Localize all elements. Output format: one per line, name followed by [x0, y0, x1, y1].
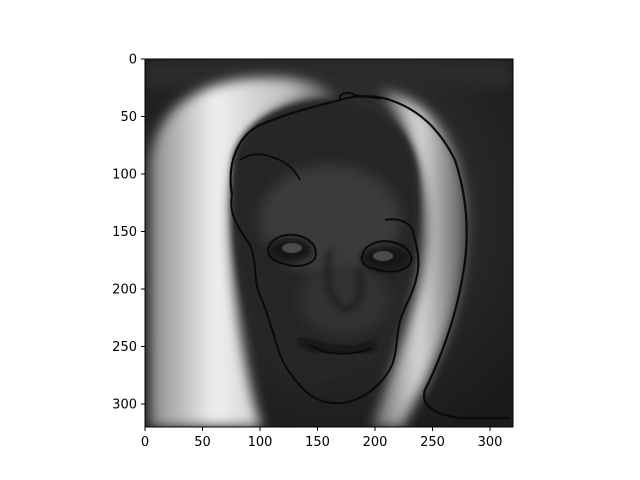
axes-frame	[144, 58, 514, 428]
x-tick-label: 200	[363, 435, 388, 450]
y-tick-label: 0	[129, 53, 137, 68]
y-tick-label: 200	[112, 283, 137, 298]
y-axis: 0 50 100 150 200 250 300	[112, 53, 145, 413]
x-tick-label: 0	[141, 435, 149, 450]
x-tick-label: 50	[194, 435, 211, 450]
y-tick-label: 300	[112, 398, 137, 413]
x-tick-label: 250	[420, 435, 445, 450]
heatmap-image	[145, 59, 513, 427]
y-tick-label: 250	[112, 340, 137, 355]
y-tick-label: 50	[120, 110, 137, 125]
y-tick-label: 150	[112, 225, 137, 240]
y-tick-label: 100	[112, 168, 137, 183]
x-axis: 0 50 100 150 200 250 300	[141, 427, 503, 450]
x-tick-label: 300	[478, 435, 503, 450]
x-tick-label: 100	[248, 435, 273, 450]
x-tick-label: 150	[305, 435, 330, 450]
